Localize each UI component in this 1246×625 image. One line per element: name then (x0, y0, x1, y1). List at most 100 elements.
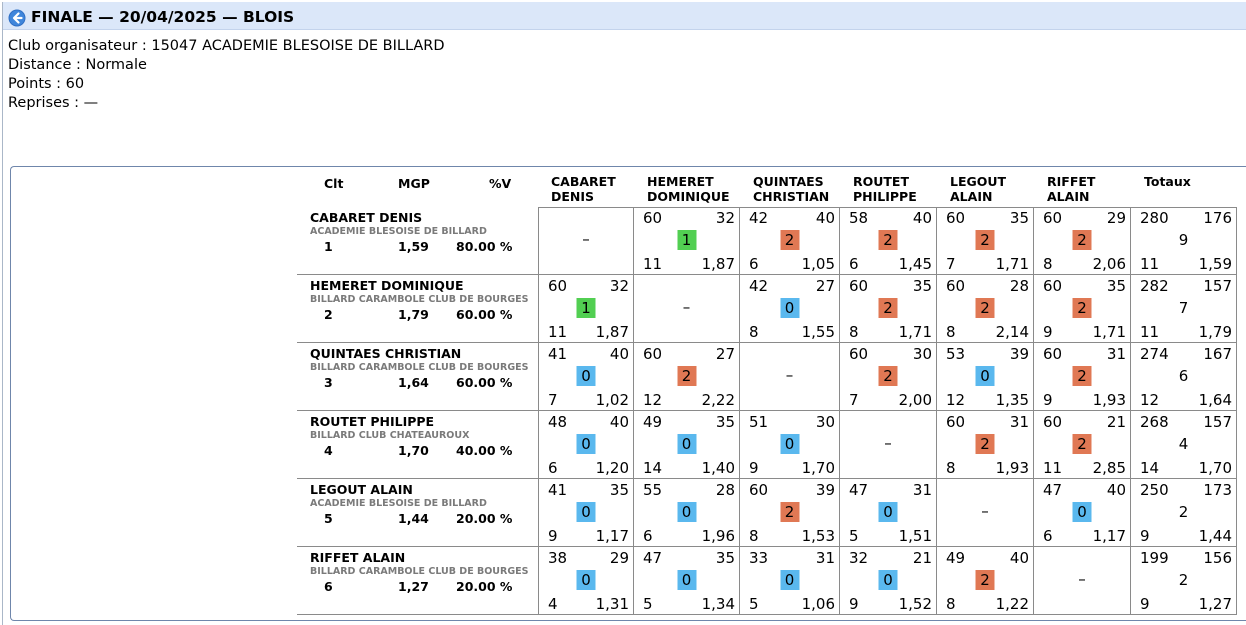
match-result-badge: 2 (975, 298, 995, 318)
header-line-1: HEMERET (647, 174, 714, 189)
total-conceded: 156 (1203, 549, 1232, 567)
totals-cell: 199 156 2 9 1,27 (1131, 547, 1237, 615)
grid-top-border (297, 207, 1237, 208)
points-conceded: 29 (1106, 209, 1126, 227)
innings: 8 (849, 323, 859, 341)
player-name: LEGOUT ALAIN (310, 482, 413, 497)
header-line-2: CHRISTIAN (753, 189, 830, 204)
header-line-1: CABARET (551, 174, 616, 189)
average: 1,93 (995, 459, 1029, 477)
player-club: ACADEMIE BLESOISE DE BILLARD (310, 226, 487, 237)
totals-cell: 274 167 6 12 1,64 (1131, 343, 1237, 411)
points-conceded: 40 (1106, 481, 1126, 499)
points-scored: 49 (946, 549, 966, 567)
points-scored: 38 (548, 549, 568, 567)
total-average: 1,79 (1198, 323, 1232, 341)
innings: 6 (1043, 527, 1053, 545)
header-line-2: DOMINIQUE (647, 189, 730, 204)
points-scored: 60 (849, 277, 869, 295)
innings: 12 (643, 391, 663, 409)
totals-cell: 280 176 9 11 1,59 (1131, 207, 1237, 275)
total-average: 1,59 (1198, 255, 1232, 273)
points-conceded: 28 (715, 481, 735, 499)
average: 1,96 (701, 527, 735, 545)
points-scored: 60 (946, 277, 966, 295)
match-result-badge: 0 (975, 366, 995, 386)
back-arrow-icon[interactable] (8, 9, 26, 27)
header-opponent-3: QUINTAES CHRISTIAN (753, 174, 829, 204)
points-conceded: 35 (609, 481, 629, 499)
average: 1,31 (595, 595, 629, 613)
points-scored: 60 (849, 345, 869, 363)
match-result-badge: 0 (878, 502, 898, 522)
player-rank: 3 (324, 375, 333, 390)
match-cell: 60 35 2 7 1,71 (937, 207, 1034, 275)
average: 2,14 (995, 323, 1029, 341)
innings: 9 (749, 459, 759, 477)
points-line: Points : 60 (8, 76, 85, 92)
points-scored: 41 (548, 481, 568, 499)
header-line-1: ROUTET (853, 174, 909, 189)
player-rank: 2 (324, 307, 333, 322)
points-scored: 41 (548, 345, 568, 363)
points-scored: 60 (1043, 345, 1063, 363)
innings: 5 (849, 527, 859, 545)
totals-cell: 268 157 4 14 1,70 (1131, 411, 1237, 479)
match-result-badge: 2 (975, 230, 995, 250)
points-scored: 60 (946, 209, 966, 227)
points-conceded: 21 (912, 549, 932, 567)
player-club: BILLARD CARAMBOLE CLUB DE BOURGES (310, 566, 529, 577)
tournament-info: Club organisateur : 15047 ACADEMIE BLESO… (8, 37, 445, 113)
match-cell: 42 40 2 6 1,05 (740, 207, 840, 275)
match-cell: 47 40 0 6 1,17 (1034, 479, 1131, 547)
total-points: 199 (1140, 549, 1169, 567)
innings: 11 (1043, 459, 1063, 477)
points-scored: 58 (849, 209, 869, 227)
header-opponent-4: ROUTET PHILIPPE (853, 174, 917, 204)
average: 1,45 (898, 255, 932, 273)
header-line-2: ALAIN (1047, 189, 1090, 204)
match-cell: 58 40 2 6 1,45 (840, 207, 937, 275)
match-result-badge: 1 (677, 230, 696, 250)
self-cell: – (634, 275, 740, 343)
match-result-badge: 2 (878, 298, 898, 318)
player-cell (297, 207, 538, 275)
innings: 9 (849, 595, 859, 613)
points-scored: 47 (1043, 481, 1063, 499)
points-scored: 60 (1043, 209, 1063, 227)
player-cell (297, 547, 538, 615)
header-opponent-5: LEGOUT ALAIN (950, 174, 1006, 204)
header-line-2: ALAIN (950, 189, 993, 204)
match-result-badge: 2 (780, 230, 799, 250)
total-match-points: 9 (1178, 231, 1189, 249)
innings: 8 (946, 595, 956, 613)
header-opponent-1: CABARET DENIS (551, 174, 616, 204)
player-rank: 1 (324, 239, 333, 254)
match-result-badge: 0 (780, 434, 799, 454)
average: 1,87 (595, 323, 629, 341)
player-mgp: 1,70 (398, 443, 429, 458)
innings: 5 (643, 595, 653, 613)
player-cell (297, 411, 538, 479)
total-average: 1,27 (1198, 595, 1232, 613)
player-club: BILLARD CLUB CHATEAUROUX (310, 430, 470, 441)
match-result-badge: 2 (1072, 434, 1092, 454)
points-scored: 42 (749, 277, 769, 295)
self-cell: – (1034, 547, 1131, 615)
match-cell: 55 28 0 6 1,96 (634, 479, 740, 547)
points-conceded: 40 (1009, 549, 1029, 567)
total-conceded: 167 (1203, 345, 1232, 363)
total-match-points: 2 (1178, 503, 1189, 521)
match-cell: 41 35 0 9 1,17 (538, 479, 634, 547)
match-cell: 60 29 2 8 2,06 (1034, 207, 1131, 275)
points-conceded: 39 (1009, 345, 1029, 363)
innings: 6 (749, 255, 759, 273)
match-cell: 60 35 2 9 1,71 (1034, 275, 1131, 343)
match-cell: 49 40 2 8 1,22 (937, 547, 1034, 615)
points-conceded: 39 (815, 481, 835, 499)
player-win-pct: 60.00 % (456, 375, 513, 390)
header-opponent-6: RIFFET ALAIN (1047, 174, 1095, 204)
header-opponent-2: HEMERET DOMINIQUE (647, 174, 730, 204)
match-result-badge: 0 (780, 570, 799, 590)
header-line-1: RIFFET (1047, 174, 1096, 189)
